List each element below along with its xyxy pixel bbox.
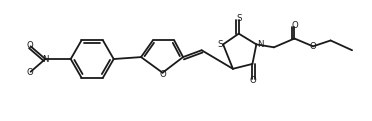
- Text: S: S: [236, 15, 241, 23]
- Text: O: O: [159, 70, 166, 79]
- Text: O: O: [26, 68, 33, 77]
- Text: N: N: [257, 40, 263, 49]
- Text: O: O: [291, 21, 298, 30]
- Text: S: S: [218, 40, 223, 49]
- Text: O: O: [249, 76, 256, 85]
- Text: O: O: [310, 42, 317, 51]
- Text: O: O: [26, 41, 33, 50]
- Text: N: N: [42, 55, 49, 64]
